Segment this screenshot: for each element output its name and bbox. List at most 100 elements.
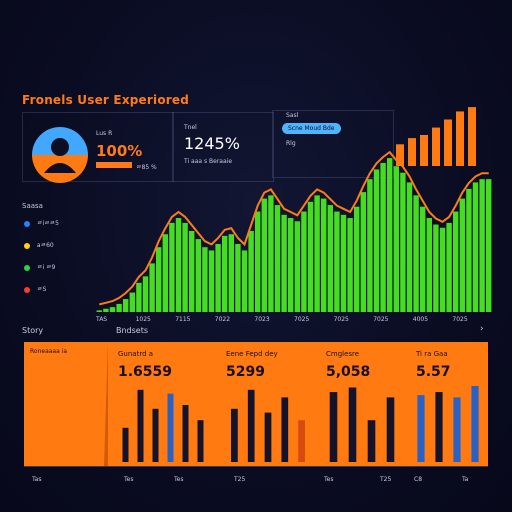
- x-tick-label: Tes: [174, 476, 184, 483]
- chart-bar: [360, 192, 366, 312]
- chart-bar: [129, 292, 135, 312]
- sidebar-item-label: ㄹiㄹㄹ5: [36, 220, 59, 227]
- chart-bar: [367, 179, 373, 312]
- card-bar: [167, 393, 174, 462]
- chart-bar: [222, 235, 228, 312]
- chart-bar: [314, 195, 320, 312]
- legend-dot-icon: [24, 286, 30, 293]
- sidebar-item[interactable]: ㄹS: [24, 284, 84, 306]
- chart-bar: [149, 263, 155, 312]
- profile-card: [22, 112, 174, 182]
- chart-bar: [169, 222, 175, 312]
- mini-bar-chart: [396, 107, 476, 166]
- card-bar: [264, 412, 272, 462]
- sidebar-item[interactable]: ㄹiㄹㄹ5: [24, 218, 84, 240]
- chart-line: [99, 150, 489, 306]
- chart-bar: [433, 224, 439, 312]
- chevron-right-icon[interactable]: ›: [480, 324, 484, 334]
- card-bar: [182, 405, 189, 462]
- chart-bar: [459, 198, 465, 312]
- bottom-card-value: 5,058: [326, 364, 371, 380]
- profile-value: 100%: [96, 142, 143, 160]
- mini-bar: [456, 111, 464, 166]
- chart-bar: [380, 162, 386, 312]
- chart-bar: [96, 310, 102, 312]
- metric2-value: 1245%: [184, 134, 240, 153]
- card-bar: [435, 392, 443, 462]
- user-icon: [32, 127, 88, 183]
- x-tick-label: Ta: [462, 476, 469, 483]
- chart-bar: [195, 239, 201, 312]
- x-tick-label: 7025: [373, 316, 389, 323]
- chart-bar: [426, 218, 432, 312]
- bottom-card-title: Eene Fepd dey: [226, 350, 278, 358]
- mini-bar: [408, 138, 416, 166]
- x-tick-label: 7025: [333, 316, 349, 323]
- chart-bar: [136, 282, 142, 312]
- card-bar: [152, 408, 159, 462]
- bottom-card-2[interactable]: Eene Fepd dey 5299: [216, 342, 316, 466]
- bottom-divider: [24, 466, 488, 467]
- card-bar: [231, 408, 238, 462]
- bottom-card-bars: [329, 387, 395, 462]
- mini-bar: [420, 135, 428, 166]
- chart-bar: [439, 227, 446, 312]
- card-bar: [137, 389, 144, 462]
- chart-bar: [307, 201, 314, 312]
- chart-bar: [327, 205, 333, 312]
- card-bar: [386, 397, 395, 462]
- chart-bar: [393, 166, 399, 312]
- chart-bar: [215, 243, 221, 312]
- bottom-card-title: Ti ra Gaa: [416, 350, 448, 358]
- chart-bar: [156, 247, 162, 312]
- card-bar: [281, 397, 289, 462]
- chart-bar: [446, 222, 452, 312]
- metric-card-2: [172, 112, 274, 182]
- mini-bar: [396, 144, 404, 166]
- chart-bar: [268, 195, 274, 312]
- chart-bar: [354, 206, 360, 312]
- chart-bar: [255, 211, 261, 312]
- sidebar-item-label: ㄹS: [36, 286, 47, 293]
- chart-bar: [334, 211, 340, 312]
- x-tick-label: 1025: [135, 316, 151, 323]
- sidebar-item[interactable]: ㄹi ㄹ9: [24, 262, 84, 284]
- metric3-pill[interactable]: Scne Moud Bde: [282, 123, 341, 134]
- card-bar: [329, 392, 338, 462]
- chart-bar: [182, 222, 188, 312]
- x-tick-label: TAS: [96, 316, 108, 323]
- chart-bar: [406, 182, 413, 312]
- chart-bar: [175, 218, 182, 312]
- metric2-sublabel: Ti aaa s Beraaie: [184, 158, 233, 165]
- x-tick-label: Tes: [124, 476, 134, 483]
- profile-label: Lus R: [96, 130, 113, 137]
- sidebar-item[interactable]: aㄹ60: [24, 240, 84, 262]
- x-tick-label: Tes: [324, 476, 334, 483]
- mini-bar: [432, 127, 440, 166]
- chart-bar: [123, 299, 129, 312]
- bottom-card-bars: [417, 386, 479, 462]
- chart-bar: [208, 250, 215, 312]
- chart-bar: [420, 206, 426, 312]
- profile-sublabel: ㄹ85 %: [136, 164, 157, 171]
- x-tick-label: 7025: [452, 316, 468, 323]
- chart-bar: [288, 218, 294, 312]
- sidebar-heading: Saasa: [22, 202, 43, 210]
- chart-bar: [453, 211, 459, 312]
- sidebar-item-label: aㄹ60: [36, 242, 54, 249]
- mini-bar: [444, 119, 452, 166]
- sidebar-list: ㄹiㄹㄹ5 aㄹ60 ㄹi ㄹ9 ㄹS: [24, 218, 84, 306]
- chart-bar: [116, 303, 122, 312]
- card-bar: [247, 389, 255, 462]
- bottom-card-3[interactable]: Cmglesre 5,058: [316, 342, 406, 466]
- x-tick-label: Tas: [32, 476, 42, 483]
- bottom-card-title: Gunatrd a: [118, 350, 154, 358]
- bottom-card-1[interactable]: Gunatrd a 1.6559: [108, 342, 216, 466]
- x-tick-label: 7025: [294, 316, 310, 323]
- chart-bar: [235, 243, 241, 312]
- bottom-card-4[interactable]: Ti ra Gaa 5.57: [406, 342, 488, 466]
- bottom-card-value: 1.6559: [118, 364, 173, 380]
- avatar[interactable]: [32, 127, 88, 183]
- chart-bar: [294, 221, 300, 312]
- metric-card-3: [272, 110, 394, 178]
